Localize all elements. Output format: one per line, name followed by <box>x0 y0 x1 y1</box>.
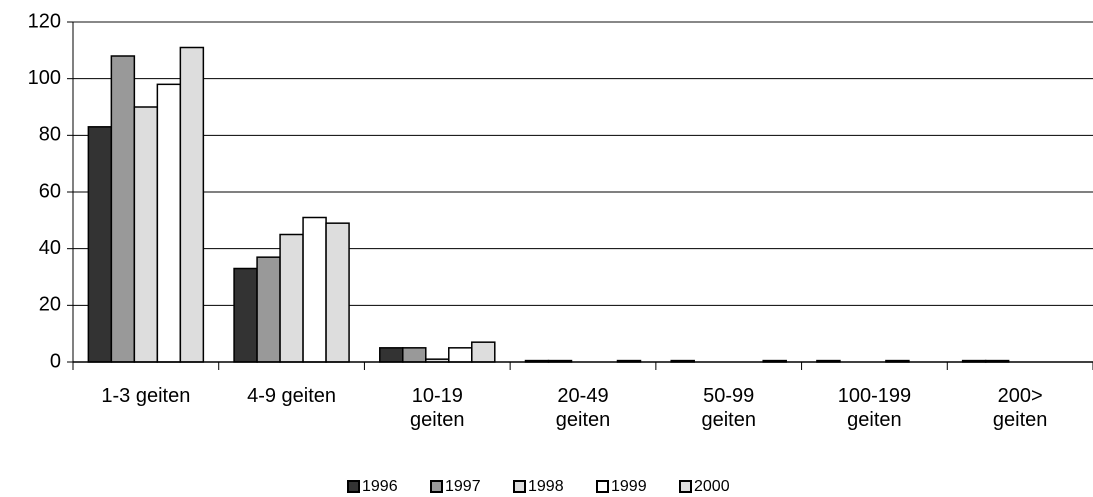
y-tick-label: 40 <box>39 237 61 259</box>
legend-label: 1998 <box>528 478 564 495</box>
x-tick-label: 50-99 geiten <box>701 385 756 431</box>
bar <box>448 347 473 363</box>
y-tick-label: 0 <box>50 350 61 372</box>
legend-swatch <box>679 480 692 493</box>
x-tick-label: 10-19 geiten <box>410 385 465 431</box>
x-tick-label: 200> geiten <box>992 385 1048 431</box>
y-tick-label: 100 <box>28 67 61 89</box>
legend-swatch <box>513 480 526 493</box>
bar <box>233 267 258 363</box>
y-tick-label: 20 <box>39 294 61 316</box>
y-tick-label: 80 <box>39 124 61 146</box>
bar <box>110 55 136 363</box>
x-tick-label: 1-3 geiten <box>101 385 191 407</box>
y-tick-label: 60 <box>39 180 61 202</box>
bar <box>471 341 496 363</box>
legend-label: 1996 <box>362 478 398 495</box>
bar <box>133 106 159 363</box>
x-tick-label: 20-49 geiten <box>555 385 611 431</box>
y-tick-label: 120 <box>28 10 61 32</box>
legend-swatch <box>430 480 443 493</box>
bar <box>279 233 304 363</box>
legend-label: 2000 <box>694 478 730 495</box>
bar <box>256 256 281 363</box>
legend-label: 1997 <box>445 478 481 495</box>
legend-swatch <box>596 480 609 493</box>
bar <box>87 126 113 363</box>
bar <box>402 347 427 363</box>
x-tick-label: 4-9 geiten <box>247 385 337 407</box>
x-tick-label: 100-199 geiten <box>837 385 912 431</box>
bar <box>156 83 182 363</box>
bar <box>325 222 350 363</box>
legend-swatch <box>347 480 360 493</box>
bar <box>379 347 404 363</box>
bar <box>179 46 205 363</box>
legend-label: 1999 <box>611 478 647 495</box>
bar <box>302 216 327 363</box>
